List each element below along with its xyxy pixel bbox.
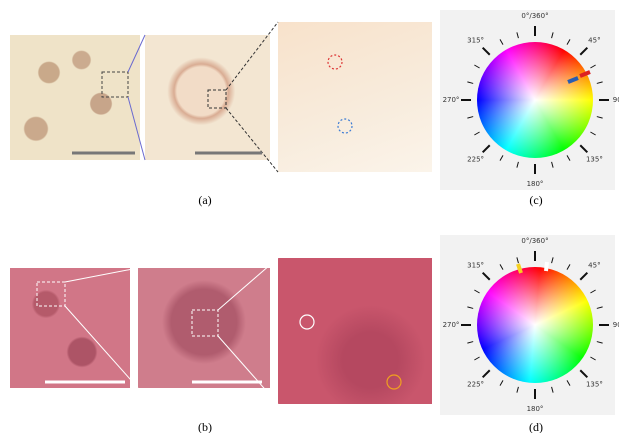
dial-tick [474, 65, 479, 68]
dial-tick [580, 48, 587, 55]
dial-tick [567, 155, 570, 160]
dial-tick [580, 273, 587, 280]
dial-label: 180° [527, 405, 544, 413]
dial-tick [517, 257, 519, 263]
dial-tick [474, 357, 479, 360]
dial-label: 45° [588, 262, 600, 270]
dial-tick [567, 39, 570, 44]
dial-tick [567, 380, 570, 385]
dial-tick [597, 82, 603, 84]
dial-label: 90° [613, 96, 619, 104]
dial-tick [517, 387, 519, 393]
dial-tick [467, 82, 473, 84]
dial-tick [517, 162, 519, 168]
dial-tick [580, 145, 587, 152]
dial-tick [474, 290, 479, 293]
dial-tick [467, 117, 473, 119]
dial-label: 135° [586, 380, 603, 388]
dial-tick [483, 273, 490, 280]
dial-tick [474, 132, 479, 135]
dial-tick [590, 132, 595, 135]
dial-tick [483, 145, 490, 152]
dial-label: 0°/360° [521, 12, 548, 20]
dial-tick [552, 257, 554, 263]
overlay: 0°/360° 45° 90° 135° 180° 225° 270° 315° 0°/360°… [0, 0, 619, 433]
dial-label: 315° [467, 262, 484, 270]
dial-tick [500, 264, 503, 269]
dial-tick [500, 380, 503, 385]
dial-label: 135° [586, 155, 603, 163]
dial-tick [517, 32, 519, 38]
dial-tick [597, 307, 603, 309]
dial-label: 270° [443, 96, 460, 104]
dial-label: 90° [613, 321, 619, 329]
figure: (a) (b) (c) (d) 0°/360°45°90°135°180°225… [0, 0, 619, 433]
dial-tick [552, 32, 554, 38]
dial-tick [552, 387, 554, 393]
dial-tick [483, 48, 490, 55]
dial-label: 225° [467, 380, 484, 388]
dial-tick [483, 370, 490, 377]
dial-tick [580, 370, 587, 377]
dial-tick [597, 117, 603, 119]
dial-tick [500, 155, 503, 160]
dial-tick [467, 342, 473, 344]
dial-tick [500, 39, 503, 44]
dial-tick [597, 342, 603, 344]
dial-tick [467, 307, 473, 309]
dial-tick [590, 290, 595, 293]
dial-label: 45° [588, 37, 600, 45]
dial-label: 315° [467, 37, 484, 45]
dial-label: 0°/360° [521, 237, 548, 245]
dial-label: 270° [443, 321, 460, 329]
dial-label: 225° [467, 155, 484, 163]
dial-tick [567, 264, 570, 269]
dial-tick [590, 357, 595, 360]
dial-tick [590, 65, 595, 68]
dial-tick [552, 162, 554, 168]
dial-label: 180° [527, 180, 544, 188]
